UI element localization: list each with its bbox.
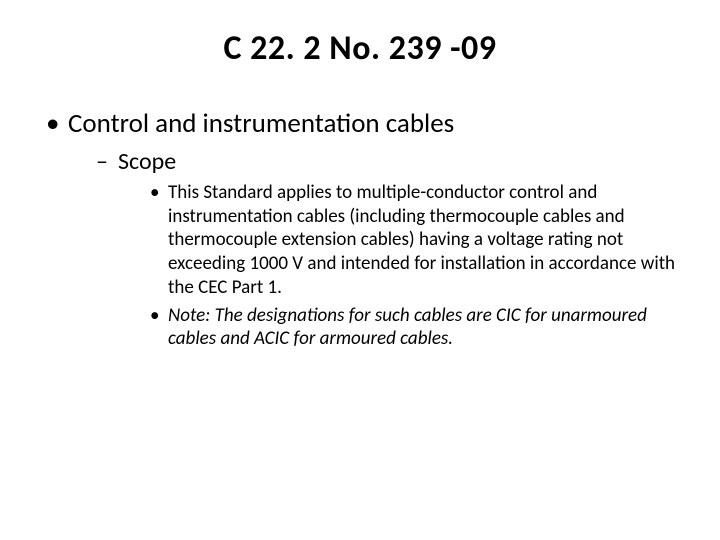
slide-title: C 22. 2 No. 239 -09 bbox=[40, 28, 680, 69]
list-item: This Standard applies to multiple-conduc… bbox=[150, 181, 680, 300]
list-item: Scope This Standard applies to multiple-… bbox=[96, 147, 680, 351]
lvl1-text: Control and instrumentation cables bbox=[68, 107, 454, 140]
bullet-list-lvl1: Control and instrumentation cables Scope… bbox=[40, 107, 680, 351]
list-item: Note: The designations for such cables a… bbox=[150, 304, 680, 352]
lvl2-text: Scope bbox=[118, 147, 176, 176]
bullet-list-lvl3: This Standard applies to multiple-conduc… bbox=[118, 181, 680, 351]
lvl3-note-text: Note: The designations for such cables a… bbox=[168, 304, 647, 351]
bullet-list-lvl2: Scope This Standard applies to multiple-… bbox=[68, 147, 680, 351]
lvl3-text: This Standard applies to multiple-conduc… bbox=[168, 181, 675, 299]
slide: C 22. 2 No. 239 -09 Control and instrume… bbox=[0, 0, 720, 540]
list-item: Control and instrumentation cables Scope… bbox=[46, 107, 680, 351]
